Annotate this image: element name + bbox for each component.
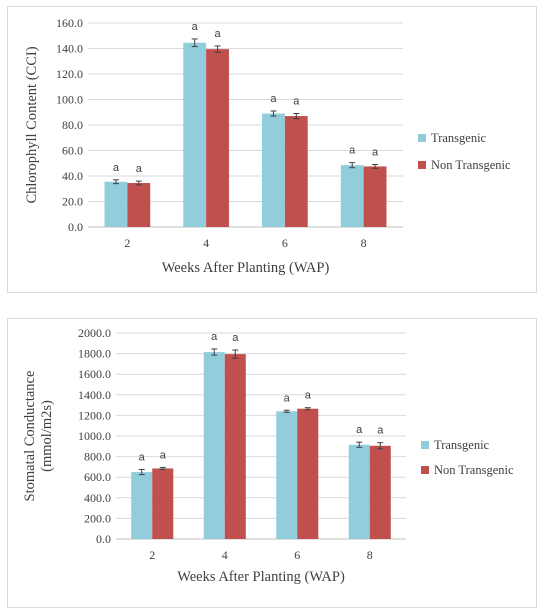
y-tick-label: 800.0: [84, 450, 111, 464]
x-tick-label: 4: [222, 548, 228, 562]
y-axis-title: Chlorophyll Content (CCI): [24, 46, 40, 203]
legend-label: Non Transgenic: [434, 463, 514, 477]
x-tick-label: 8: [361, 236, 367, 250]
y-tick-label: 160.0: [56, 16, 83, 30]
stomatal-chart-panel: 0.0 200.0 400.0 600.0 800.0 1000.0 1200.0 1400.…: [7, 318, 537, 608]
y-tick-label: 140.0: [56, 42, 83, 56]
bar: [284, 116, 308, 227]
y-tick-label: 100.0: [56, 93, 83, 107]
y-tick-label: 1000.0: [78, 429, 111, 443]
legend-swatch: [421, 441, 429, 449]
bar: [224, 354, 246, 539]
y-tick-label: 0.0: [68, 220, 83, 234]
y-tick-label: 0.0: [96, 532, 111, 546]
legend-swatch: [418, 161, 426, 169]
bar: [183, 42, 207, 228]
significance-label: a: [136, 163, 143, 175]
significance-label: a: [305, 390, 312, 402]
y-tick-label: 1600.0: [78, 367, 111, 381]
bar: [262, 113, 285, 227]
significance-label: a: [372, 147, 379, 159]
x-axis-title: Weeks After Planting (WAP): [177, 569, 345, 585]
stomatal-chart: 0.0 200.0 400.0 600.0 800.0 1000.0 1200.0 1400.…: [22, 326, 514, 585]
x-axis-title: Weeks After Planting (WAP): [162, 260, 330, 276]
x-tick-label: 2: [149, 548, 155, 562]
bar: [297, 408, 319, 539]
y-tick-label: 1800.0: [78, 347, 111, 361]
chlorophyll-chart: 0.0 20.0 40.0 60.0 80.0 100.0 120.0 140.0 160.0 2…: [24, 16, 511, 276]
y-tick-label: 60.0: [62, 144, 83, 158]
significance-label: a: [284, 392, 291, 404]
y-tick-label: 120.0: [56, 67, 83, 81]
chlorophyll-chart-panel: 0.0 20.0 40.0 60.0 80.0 100.0 120.0 140.0 160.0 2…: [7, 6, 537, 293]
legend-swatch: [421, 466, 429, 474]
y-tick-label: 1200.0: [78, 408, 111, 422]
y-tick-label: 2000.0: [78, 326, 111, 340]
x-tick-label: 4: [203, 236, 209, 250]
y-tick-label: 600.0: [84, 470, 111, 484]
bar: [363, 166, 387, 227]
y-tick-label: 20.0: [62, 195, 83, 209]
y-tick-label: 400.0: [84, 491, 111, 505]
bar: [369, 445, 391, 539]
bar: [152, 468, 174, 539]
y-tick-label: 40.0: [62, 169, 83, 183]
legend-label: Transgenic: [431, 131, 487, 145]
significance-label: a: [232, 332, 239, 344]
y-tick-label: 1400.0: [78, 388, 111, 402]
x-tick-label: 2: [124, 236, 130, 250]
y-tick-label: 200.0: [84, 511, 111, 525]
bar: [104, 181, 128, 227]
y-tick-label: 80.0: [62, 118, 83, 132]
bar: [340, 165, 364, 227]
bar: [131, 472, 153, 539]
legend-label: Non Transgenic: [431, 158, 511, 172]
bar: [206, 49, 229, 228]
x-tick-label: 8: [367, 548, 373, 562]
x-tick-label: 6: [282, 236, 288, 250]
y-axis-title: Stomatal Conductance(mmol/m2s): [22, 371, 55, 502]
significance-label: a: [356, 424, 363, 436]
significance-label: a: [214, 28, 221, 40]
bar: [348, 444, 370, 539]
x-tick-label: 6: [294, 548, 300, 562]
significance-label: a: [113, 162, 120, 174]
significance-label: a: [160, 449, 167, 461]
significance-label: a: [139, 451, 146, 463]
bar: [276, 411, 298, 539]
legend-label: Transgenic: [434, 438, 490, 452]
bar: [203, 352, 225, 539]
significance-label: a: [211, 331, 218, 343]
significance-label: a: [270, 93, 277, 105]
significance-label: a: [293, 96, 300, 108]
legend-swatch: [418, 134, 426, 142]
bar: [127, 183, 151, 227]
significance-label: a: [349, 145, 356, 157]
significance-label: a: [192, 21, 199, 33]
significance-label: a: [377, 425, 384, 437]
